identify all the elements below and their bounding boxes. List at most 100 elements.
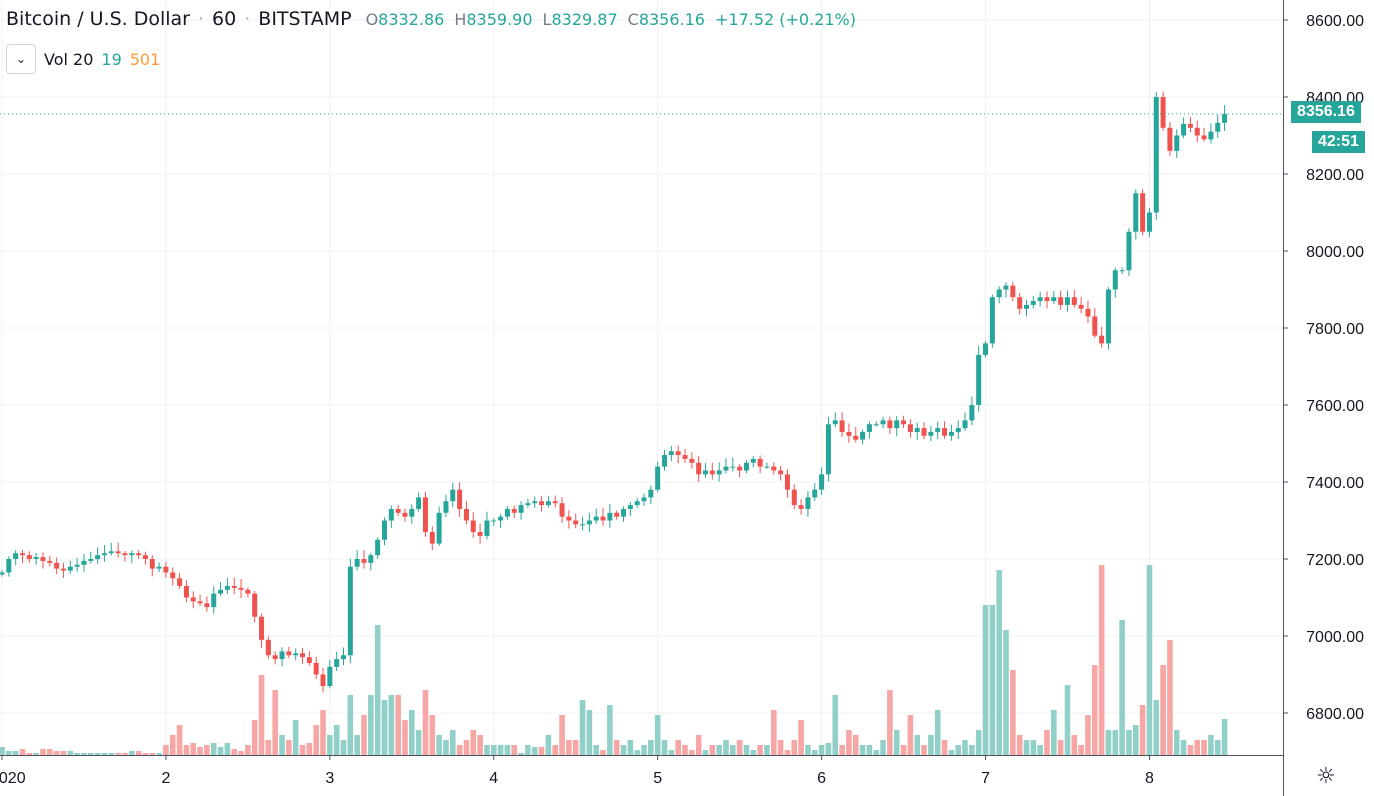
candle-body	[422, 497, 428, 533]
volume-bar	[272, 690, 278, 755]
candle-body	[1160, 97, 1166, 128]
time-tick-label: 8	[1145, 770, 1154, 787]
candle-body	[1003, 285, 1009, 290]
volume-bar	[832, 695, 839, 755]
candle-body	[327, 666, 333, 687]
volume-bar	[934, 710, 941, 755]
candle-body	[259, 616, 265, 640]
price-tick-label: 7000.00	[1306, 629, 1364, 646]
candle-body	[1092, 316, 1098, 336]
candle-body	[13, 553, 19, 559]
candle-body	[880, 420, 886, 425]
volume-bar	[1201, 740, 1207, 755]
volume-bar	[873, 750, 880, 755]
volume-bar	[217, 747, 224, 755]
volume-bar	[19, 749, 26, 755]
volume-bar	[176, 725, 183, 755]
volume-bar	[409, 710, 415, 755]
volume-bar	[668, 750, 675, 755]
candle-body	[306, 657, 312, 663]
candle-body	[545, 501, 551, 506]
volume-bar	[709, 745, 716, 755]
candle-body	[183, 585, 189, 598]
candle-body	[969, 405, 975, 421]
time-tick-label: 2	[161, 770, 170, 787]
volume-bar	[730, 745, 736, 755]
candle-body	[170, 572, 176, 579]
volume-bar	[511, 745, 518, 755]
volume-bar	[395, 695, 401, 755]
candle-body	[142, 555, 148, 559]
volume-bar	[368, 695, 374, 755]
volume-bar	[518, 753, 524, 755]
volume-bar	[634, 750, 640, 755]
candle-body	[955, 428, 961, 432]
volume-bar	[142, 753, 149, 755]
candle-body	[388, 508, 394, 521]
candle-body	[614, 512, 620, 517]
candle-body	[873, 424, 879, 426]
candle-body	[477, 532, 483, 536]
volume-bar	[955, 745, 961, 755]
candle-body	[511, 508, 517, 513]
candle-body	[778, 470, 784, 475]
candle-body	[402, 512, 408, 517]
candle-body	[224, 585, 230, 590]
candle-body	[231, 585, 237, 588]
candle-body	[641, 497, 647, 502]
volume-bar	[422, 690, 429, 755]
candle-body	[381, 520, 387, 540]
volume-bar	[887, 690, 893, 755]
chevron-down-icon[interactable]: ⌄	[6, 44, 36, 74]
volume-bar	[716, 745, 722, 755]
candle-body	[839, 420, 845, 432]
volume-bar	[1214, 740, 1221, 755]
symbol-name[interactable]: Bitcoin / U.S. Dollar	[6, 8, 190, 30]
volume-bar	[1092, 665, 1098, 755]
volume-bar	[962, 740, 968, 755]
volume-bar	[600, 750, 606, 755]
volume-bar	[1057, 740, 1064, 755]
volume-bar	[286, 740, 292, 755]
candle-body	[108, 551, 114, 554]
volume-bar	[866, 745, 873, 755]
volume-bar	[641, 745, 647, 755]
volume-bar	[825, 743, 832, 755]
volume-bar	[586, 710, 593, 755]
high-value: 8359.90	[466, 10, 533, 29]
gear-icon[interactable]: ☼	[1316, 764, 1336, 789]
candle-body	[1201, 135, 1207, 140]
volume-bar	[613, 740, 620, 755]
candle-body	[347, 566, 353, 656]
candle-body	[293, 653, 299, 656]
volume-bar	[695, 735, 702, 755]
candle-body	[1208, 131, 1214, 140]
candle-body	[218, 589, 224, 594]
candle-body	[177, 578, 183, 586]
candle-body	[101, 553, 107, 556]
candle-body	[716, 470, 722, 475]
candle-body	[1017, 297, 1023, 309]
volume-bar	[402, 720, 408, 755]
candle-body	[812, 489, 818, 498]
candle-body	[1112, 270, 1118, 290]
close-value: 8356.16	[638, 10, 705, 29]
change-value: +17.52 (+0.21%)	[714, 10, 856, 29]
volume-bar	[859, 745, 866, 755]
candle-body	[1030, 301, 1036, 305]
volume-bar	[12, 751, 19, 755]
candle-body	[19, 553, 25, 556]
volume-bar	[770, 710, 777, 755]
candle-body	[586, 520, 592, 525]
volume-bar	[948, 750, 955, 755]
volume-bar	[900, 745, 907, 755]
volume-bar	[654, 715, 661, 755]
volume-bar	[94, 753, 101, 755]
volume-bar	[81, 753, 87, 755]
volume-bar	[436, 735, 442, 755]
volume-bar	[1003, 630, 1009, 755]
volume-bar	[333, 725, 340, 755]
price-tick-label: 7800.00	[1306, 321, 1364, 338]
candle-body	[1133, 193, 1139, 232]
